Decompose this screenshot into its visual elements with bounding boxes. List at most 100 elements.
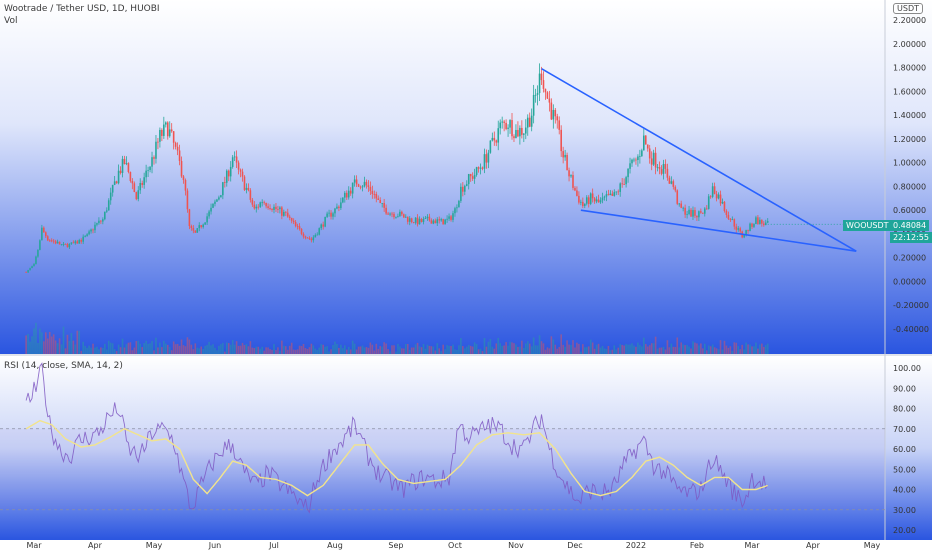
candle-body (43, 227, 45, 233)
currency-badge[interactable]: USDT (893, 3, 923, 14)
volume-bar (650, 343, 653, 354)
volume-bar (503, 345, 505, 354)
volume-bar (631, 343, 633, 354)
candle-body (646, 144, 649, 149)
volume-label: Vol (4, 16, 18, 26)
volume-bar (404, 344, 407, 354)
volume-bar (444, 349, 446, 354)
candle-body (585, 197, 588, 204)
volume-bar (227, 343, 230, 354)
candle-body (698, 211, 700, 218)
candle-body (137, 190, 140, 200)
candle-body (550, 102, 553, 120)
volume-bar (434, 350, 437, 354)
candle-body (511, 120, 513, 137)
rsi-title: RSI (14, close, SMA, 14, 2) (4, 361, 123, 371)
volume-bar (342, 348, 344, 354)
candle-body (76, 241, 79, 244)
candle-body (218, 197, 220, 200)
volume-bar (48, 331, 51, 354)
volume-bar (688, 346, 690, 354)
candle-body (650, 158, 653, 165)
candle-body (202, 224, 204, 228)
candle-body (454, 208, 456, 214)
volume-bar (501, 345, 503, 354)
volume-bar (277, 347, 279, 354)
price-tick-label: 0.00000 (893, 277, 926, 286)
candle-body (534, 94, 537, 96)
volume-bar (578, 343, 580, 354)
volume-bar (58, 338, 61, 354)
candle-body (456, 207, 458, 209)
candle-body (322, 224, 324, 227)
candle-body (668, 177, 671, 184)
candle-body (52, 240, 55, 242)
candle-body (595, 199, 598, 202)
candle-body (436, 219, 439, 224)
candle-body (766, 221, 769, 223)
candle-body (286, 212, 289, 217)
volume-bar (456, 349, 458, 354)
candle-body (658, 167, 661, 170)
candle-body (105, 210, 108, 212)
candle-body (119, 170, 122, 173)
candle-body (404, 216, 407, 218)
rsi-line[interactable] (25, 362, 769, 514)
rsi-tick-label: 90.00 (893, 384, 916, 393)
support-trendline[interactable] (580, 209, 857, 252)
candle-body (284, 211, 287, 213)
volume-bar (629, 344, 631, 354)
descending-trendline[interactable] (541, 68, 857, 252)
candle-body (247, 187, 250, 191)
volume-bar (326, 346, 328, 354)
volume-bar (485, 346, 488, 354)
volume-bar (515, 344, 517, 354)
volume-bar (31, 336, 33, 354)
candle-body (336, 206, 338, 209)
volume-bar (589, 339, 592, 354)
time-tick-mar: Mar (26, 541, 42, 550)
volume-bar (308, 347, 311, 354)
volume-bar (316, 349, 319, 354)
volume-bar (597, 343, 600, 354)
volume-bar (322, 344, 324, 354)
candle-body (623, 184, 625, 185)
volume-bar (349, 349, 352, 354)
volume-bar (163, 340, 165, 354)
rsi-sma-line[interactable] (25, 419, 768, 497)
candle-body (72, 242, 75, 244)
candle-body (554, 109, 557, 117)
candle-body (678, 203, 681, 205)
volume-bar (151, 340, 153, 354)
candle-body (186, 190, 189, 210)
pane-separator[interactable] (0, 354, 932, 356)
volume-bar (375, 343, 378, 354)
volume-bar (174, 344, 177, 354)
volume-bar (414, 344, 417, 354)
candle-body (300, 228, 303, 234)
candle-body (611, 193, 614, 196)
candle-body (692, 210, 694, 217)
volume-bar (668, 347, 671, 354)
candle-body (225, 170, 228, 183)
candle-body (131, 181, 134, 184)
candle-body (255, 206, 258, 209)
candle-body (420, 218, 423, 222)
volume-bar (635, 346, 637, 354)
volume-bar (359, 346, 362, 354)
candle-body (485, 154, 488, 163)
candle-body (654, 152, 657, 168)
volume-bar (369, 342, 372, 354)
volume-bar (408, 349, 411, 354)
candle-body (696, 215, 698, 218)
chart-title: Wootrade / Tether USD, 1D, HUOBI (4, 4, 160, 14)
candle-body (117, 170, 120, 184)
volume-bar (117, 344, 120, 354)
candle-body (304, 236, 307, 238)
candle-body (342, 197, 344, 203)
volume-bar (347, 346, 350, 354)
candle-body (281, 207, 283, 216)
candle-body (643, 135, 645, 151)
